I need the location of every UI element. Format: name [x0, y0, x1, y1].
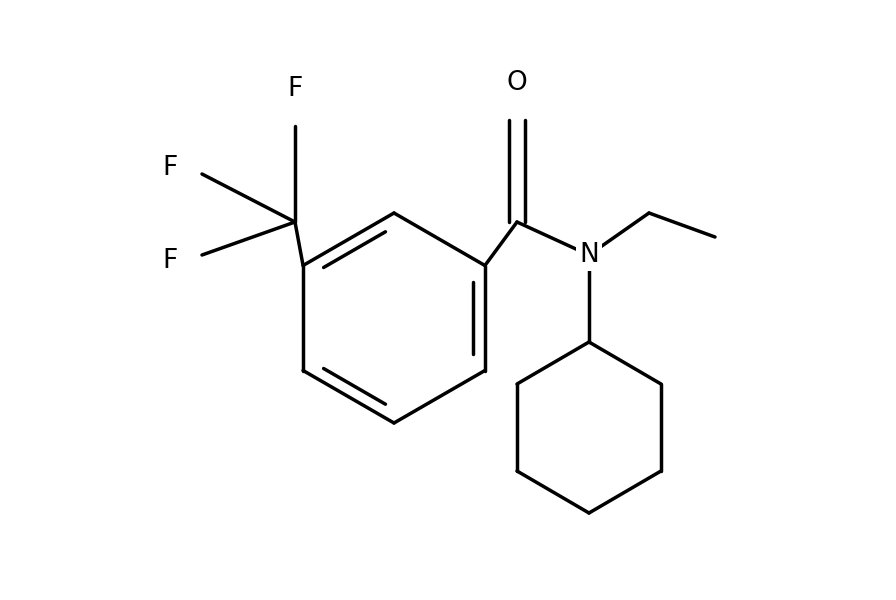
Text: F: F: [163, 155, 178, 181]
Text: O: O: [506, 70, 528, 96]
Text: F: F: [288, 76, 303, 102]
Text: N: N: [579, 242, 599, 268]
Text: F: F: [163, 248, 178, 274]
